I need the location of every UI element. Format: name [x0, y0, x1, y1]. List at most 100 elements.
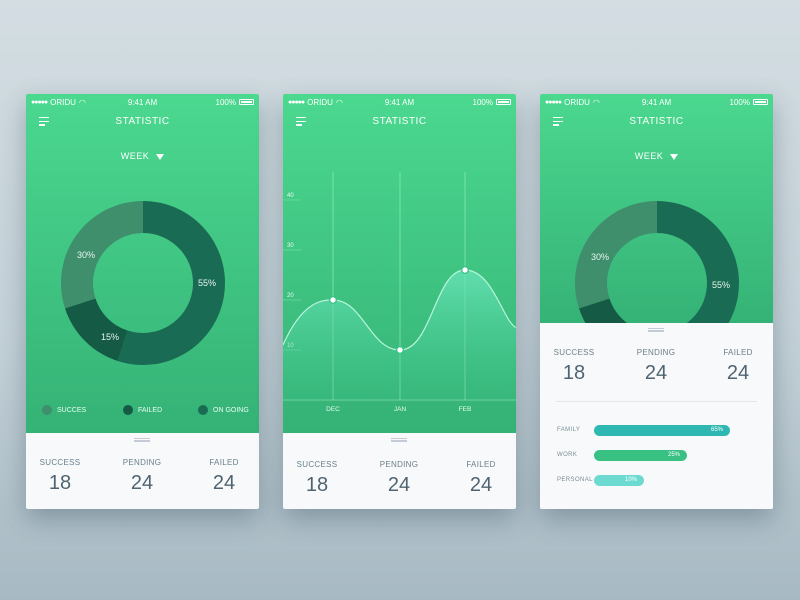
y-tick-label: 20	[287, 293, 294, 299]
stat-value: 18	[562, 362, 586, 384]
week-label: WEEK	[120, 151, 150, 161]
stat-value: 18	[48, 472, 72, 494]
stat-pending: PENDING 24	[621, 348, 691, 385]
y-tick-label: 40	[287, 193, 294, 199]
stat-failed: FAILED 24	[189, 458, 259, 495]
stat-pending: PENDING 24	[107, 458, 177, 495]
legend-swatch	[42, 405, 52, 415]
x-tick-label: JAN	[394, 406, 407, 413]
carrier-name: ORIDU	[564, 97, 590, 107]
status-bar: ●●●●● ORIDU ◠ 9:41 AM 100%	[283, 94, 516, 110]
stat-value: 24	[212, 472, 236, 494]
header-panel: 10203040DECJANFEB ●●●●●ORIDU◠ 9:41 AM 10…	[283, 94, 516, 433]
legend-item-success[interactable]: SUCCES	[42, 405, 86, 415]
donut-segment-55[interactable]	[117, 201, 226, 365]
data-point-feb[interactable]	[460, 265, 470, 275]
bar-label: FAMILY	[557, 427, 581, 433]
hamburger-menu-icon[interactable]	[553, 117, 563, 126]
wifi-icon: ◠	[592, 97, 600, 107]
stat-label: FAILED	[723, 348, 753, 357]
stat-label: SUCCESS	[296, 460, 338, 469]
legend-item-ongoing[interactable]: ON GOING	[198, 405, 249, 415]
bar-personal[interactable]: PERSONAL 10%	[540, 475, 773, 487]
header-panel: ●●●●● ORIDU ◠ 9:41 AM 100% STATISTIC WEEK …	[540, 94, 773, 365]
stats-row: SUCCESS 18 PENDING 24 FAILED 24	[540, 348, 773, 388]
signal-icon: ●●●●●	[288, 98, 305, 106]
hamburger-menu-icon[interactable]	[39, 117, 49, 126]
bar-work[interactable]: WORK 25%	[540, 450, 773, 462]
stat-value: 24	[726, 362, 750, 384]
bar-label: WORK	[557, 452, 578, 458]
stats-row: SUCCESS 18 PENDING 24 FAILED 24	[283, 460, 516, 500]
stat-success: SUCCESS 18	[540, 348, 609, 385]
data-point-dec[interactable]	[328, 295, 338, 305]
bar-value: 25%	[668, 452, 681, 458]
phone-screen-donut: ●●●●● ORIDU ◠ 9:41 AM 100% STATISTIC WEEK …	[26, 94, 259, 509]
stat-label: PENDING	[636, 348, 676, 357]
battery-icon	[239, 99, 254, 105]
area-fill	[283, 270, 516, 400]
wifi-icon: ◠	[335, 97, 343, 107]
drag-handle[interactable]	[391, 438, 407, 442]
bar-value: 65%	[711, 427, 724, 433]
bar-fill	[594, 425, 730, 436]
legend-swatch	[123, 405, 133, 415]
battery-icon	[496, 99, 511, 105]
stat-failed: FAILED 24	[703, 348, 773, 385]
stat-label: SUCCESS	[553, 348, 595, 357]
stat-label: SUCCESS	[39, 458, 81, 467]
week-dropdown[interactable]: WEEK	[26, 151, 259, 161]
donut-label-30: 30%	[591, 252, 610, 262]
bar-label: PERSONAL	[557, 477, 593, 483]
legend-swatch	[198, 405, 208, 415]
signal-icon: ●●●●●	[545, 98, 562, 106]
stat-label: PENDING	[122, 458, 162, 467]
donut-chart	[60, 201, 226, 365]
caret-down-icon	[156, 153, 165, 160]
donut-label-15: 15%	[101, 332, 120, 342]
stat-label: FAILED	[466, 460, 496, 469]
data-point-jan[interactable]	[395, 345, 405, 355]
donut-label-55: 55%	[198, 278, 217, 288]
donut-label-55: 55%	[712, 280, 731, 290]
donut-label-30: 30%	[77, 250, 96, 260]
stat-value: 24	[644, 362, 668, 384]
drag-handle[interactable]	[134, 438, 150, 442]
x-tick-label: DEC	[326, 406, 340, 413]
header-panel: ●●●●● ORIDU ◠ 9:41 AM 100% STATISTIC WEEK …	[26, 94, 259, 433]
page-title: STATISTIC	[372, 116, 427, 127]
donut-segment-30[interactable]	[575, 201, 657, 309]
bar-fill	[594, 450, 687, 461]
carrier-name: ORIDU	[50, 97, 76, 107]
battery-percent: 100%	[472, 97, 493, 107]
battery-percent: 100%	[215, 97, 236, 107]
carrier-name: ORIDU	[307, 97, 333, 107]
hamburger-menu-icon[interactable]	[296, 117, 306, 126]
page-title: STATISTIC	[629, 116, 684, 127]
stat-label: PENDING	[379, 460, 419, 469]
stat-value: 24	[387, 474, 411, 496]
battery-percent: 100%	[729, 97, 750, 107]
legend-item-failed[interactable]: FAILED	[123, 405, 162, 415]
stat-label: FAILED	[209, 458, 239, 467]
phone-screen-line-chart: 10203040DECJANFEB ●●●●●ORIDU◠ 9:41 AM 10…	[283, 94, 516, 509]
stat-value: 24	[469, 474, 493, 496]
phone-screen-breakdown: ●●●●● ORIDU ◠ 9:41 AM 100% STATISTIC WEEK …	[540, 94, 773, 509]
week-dropdown[interactable]: WEEK	[540, 151, 773, 161]
donut-segment-30[interactable]	[60, 201, 143, 309]
bar-family[interactable]: FAMILY 65%	[540, 425, 773, 437]
stat-value: 18	[305, 474, 329, 496]
area-chart: 10203040DECJANFEB	[283, 172, 516, 413]
legend-label: SUCCES	[57, 406, 87, 414]
drag-handle[interactable]	[648, 328, 664, 332]
legend-label: ON GOING	[213, 406, 249, 414]
y-tick-label: 30	[287, 243, 294, 249]
donut-segment-15[interactable]	[65, 298, 128, 361]
stat-success: SUCCESS 18	[26, 458, 95, 495]
bar-fill	[594, 475, 644, 486]
stat-success: SUCCESS 18	[283, 460, 352, 497]
signal-icon: ●●●●●	[31, 98, 48, 106]
details-sheet	[540, 323, 773, 509]
divider	[556, 401, 757, 402]
stat-value: 24	[130, 472, 154, 494]
